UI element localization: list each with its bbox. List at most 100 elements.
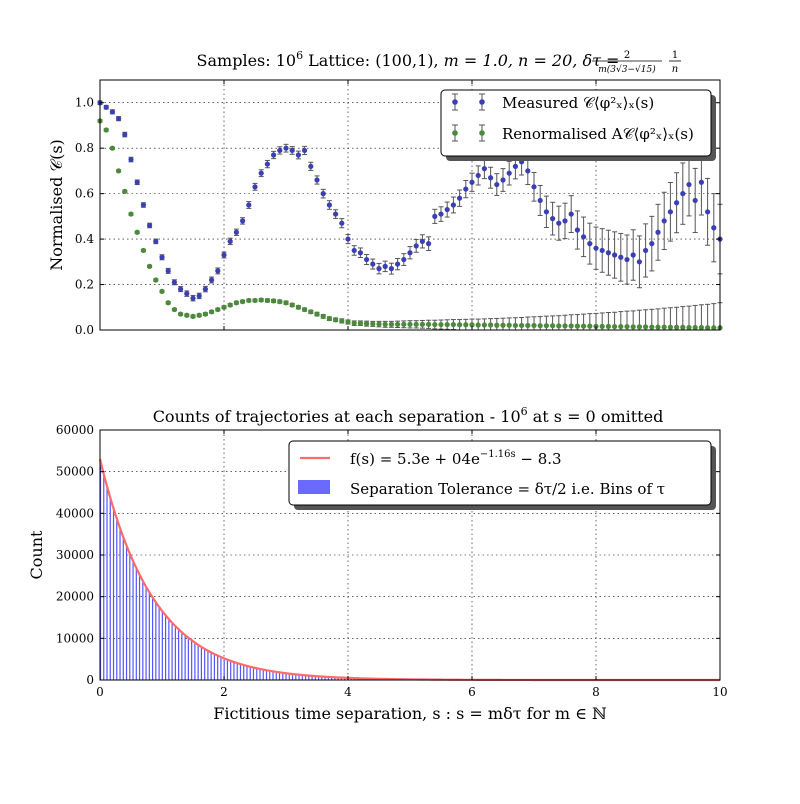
top-y-tick-label: 0.0	[75, 323, 94, 337]
bottom-legend: f(s) = 5.3e + 04e−1.16s − 8.3 Separation…	[288, 440, 716, 510]
renormalised-point	[432, 321, 438, 328]
measured-point	[705, 209, 711, 215]
renormalised-point	[419, 321, 425, 327]
measured-point	[494, 181, 500, 188]
renormalised-point	[153, 277, 159, 283]
measured-point	[587, 241, 593, 247]
renormalised-point	[240, 298, 246, 305]
measured-point	[543, 209, 550, 215]
measured-point	[475, 172, 481, 179]
measured-point	[444, 206, 450, 213]
measured-point	[109, 109, 115, 115]
renormalised-point	[488, 322, 494, 328]
renormalised-point	[178, 311, 184, 317]
top-legend: Measured 𝒞⟨φ²ₓ⟩ₓ(s) Renormalised A𝒞⟨φ²ₓ⟩…	[440, 89, 716, 161]
top-y-tick-label: 1.0	[75, 96, 94, 110]
measured-point	[395, 261, 401, 267]
renormalised-point	[190, 313, 196, 319]
measured-point	[698, 179, 705, 185]
bottom-x-axis-label: Fictitious time separation, s : s = mδτ …	[213, 704, 607, 723]
bottom-y-tick-label: 50000	[56, 465, 94, 479]
renormalised-point	[705, 325, 711, 331]
legend-marker-measured	[452, 93, 485, 111]
renormalised-point	[692, 324, 698, 331]
legend-swatch-bars	[298, 480, 330, 494]
measured-point	[550, 216, 556, 222]
measured-point	[674, 200, 680, 206]
top-title-frac-num: 2	[624, 50, 630, 61]
bottom-x-tick-label: 6	[468, 685, 476, 699]
renormalised-point	[333, 317, 339, 323]
measured-point	[407, 250, 413, 256]
renormalised-point	[165, 300, 171, 306]
renormalised-point	[246, 297, 252, 304]
measured-point	[450, 202, 456, 208]
measured-point	[382, 263, 388, 269]
measured-point	[258, 170, 264, 176]
measured-point	[289, 147, 295, 154]
renormalised-point	[581, 323, 587, 329]
measured-point	[624, 256, 630, 263]
renormalised-point	[140, 247, 146, 254]
renormalised-point	[413, 321, 419, 327]
renormalised-point	[599, 323, 605, 329]
measured-point	[196, 293, 202, 299]
measured-point	[667, 209, 674, 215]
bottom-x-tick-labels: 0 2 4 6 8 10	[96, 685, 727, 699]
measured-point	[240, 218, 246, 224]
measured-point	[661, 218, 667, 224]
renormalised-point	[655, 324, 661, 330]
renormalised-point	[531, 322, 537, 329]
measured-point	[227, 238, 233, 244]
top-chart: Samples: 106 Lattice: (100,1), m = 1.0, …	[47, 49, 723, 337]
renormalised-point	[457, 322, 463, 328]
measured-point	[593, 245, 599, 251]
top-y-tick-label: 0.2	[75, 278, 94, 292]
renormalised-point	[277, 298, 283, 305]
bottom-y-tick-label: 40000	[56, 506, 94, 520]
bottom-y-tick-label: 60000	[56, 423, 94, 437]
bottom-chart: Counts of trajectories at each separatio…	[27, 405, 728, 723]
legend-label-bars: Separation Tolerance = δτ/2 i.e. Bins of…	[350, 480, 665, 498]
renormalised-point	[221, 304, 227, 310]
renormalised-point	[475, 322, 481, 328]
histogram-bars	[99, 459, 720, 680]
renormalised-point	[227, 302, 233, 308]
top-title-frac2-den: n	[672, 64, 678, 75]
measured-point	[649, 241, 655, 247]
measured-point	[264, 161, 270, 167]
renormalised-point	[339, 318, 345, 324]
legend-label-fit: f(s) = 5.3e + 04e−1.16s − 8.3	[350, 449, 562, 468]
renormalised-point	[264, 297, 270, 304]
renormalised-point	[481, 322, 487, 328]
measured-point	[333, 211, 339, 217]
top-title-frac-den: m(3√3−√15)	[598, 64, 656, 75]
measured-point	[618, 254, 624, 260]
renormalised-point	[438, 321, 444, 328]
measured-point	[147, 222, 153, 229]
measured-point	[537, 197, 543, 204]
renormalised-point	[252, 297, 258, 304]
measured-point	[314, 177, 320, 183]
renormalised-point	[357, 320, 363, 326]
renormalised-points	[97, 118, 723, 331]
bottom-legend-box	[288, 440, 712, 506]
renormalised-point	[122, 188, 128, 194]
measured-point	[525, 168, 531, 174]
measured-point	[165, 268, 171, 274]
bottom-ticks	[99, 429, 721, 681]
renormalised-point	[289, 302, 295, 308]
measured-point	[271, 152, 277, 158]
renormalised-point	[686, 324, 692, 331]
renormalised-point	[233, 300, 239, 306]
renormalised-point	[643, 324, 649, 330]
measured-point	[320, 191, 326, 197]
measured-point	[413, 243, 419, 249]
renormalised-point	[147, 263, 153, 269]
renormalised-point	[550, 323, 556, 329]
renormalised-point	[556, 323, 562, 329]
measured-point	[612, 252, 618, 258]
measured-point	[128, 156, 134, 163]
measured-point	[599, 247, 605, 254]
